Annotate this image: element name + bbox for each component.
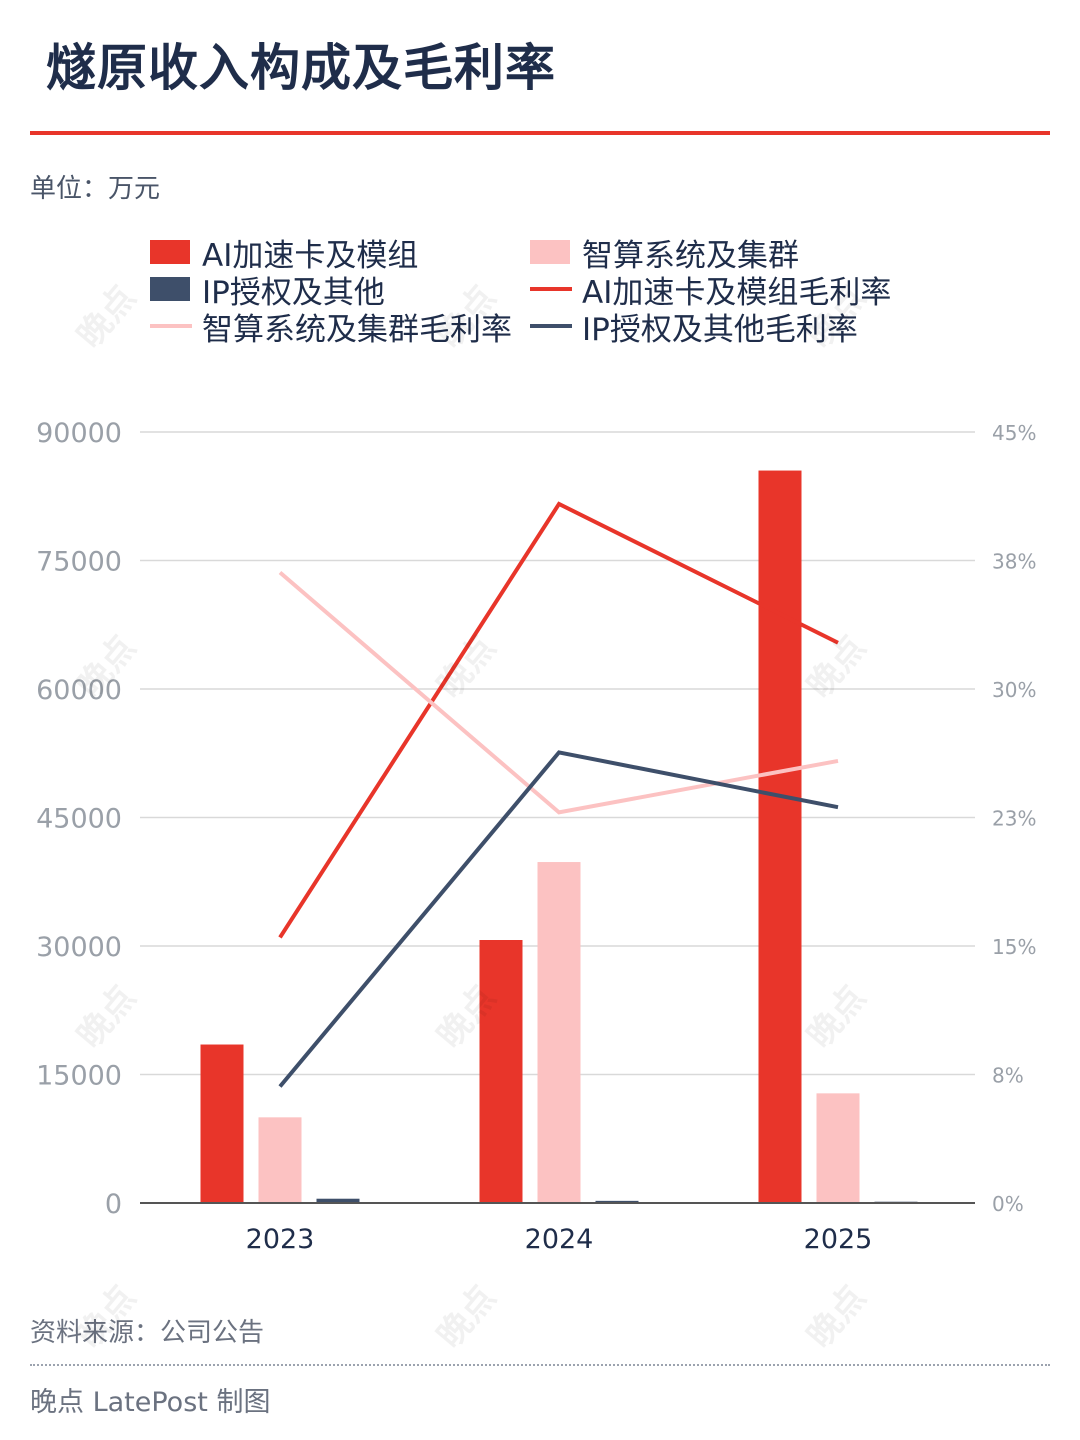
y-tick-label-left: 75000 [36,547,122,578]
legend-swatch [150,324,192,328]
legend-item-cluster-margin: 智算系统及集群毛利率 [150,306,512,348]
unit-label: 单位：万元 [30,174,161,204]
bar [537,862,581,1203]
legend-label: 智算系统及集群 [582,237,799,274]
legend-item-ip: IP授权及其他 [150,269,385,311]
legend-label: 智算系统及集群毛利率 [202,311,512,348]
legend-label: AI加速卡及模组 [202,237,419,274]
bar [200,1044,244,1203]
title-divider [30,131,1050,135]
credit-note: 晚点 LatePost 制图 [30,1387,271,1418]
x-tick-label: 2023 [246,1224,315,1255]
y-tick-label-left: 45000 [36,804,122,835]
y-tick-label-left: 60000 [36,675,122,706]
x-tick-label: 2025 [804,1224,873,1255]
y-tick-label-right: 30% [992,678,1036,702]
legend-label: IP授权及其他毛利率 [582,311,858,348]
y-tick-label-right: 45% [992,421,1036,445]
bar [595,1200,639,1203]
y-tick-label-left: 0 [105,1189,122,1220]
bar [258,1117,302,1203]
y-tick-label-left: 30000 [36,932,122,963]
y-tick-label-right: 23% [992,807,1036,831]
y-tick-label-left: 90000 [36,418,122,449]
series-line [278,570,839,815]
legend-label: IP授权及其他 [202,274,385,311]
y-tick-label-right: 15% [992,935,1036,959]
legend-swatch [530,240,570,264]
legend-swatch [150,240,190,264]
x-tick-label: 2024 [525,1224,594,1255]
y-tick-label-right: 0% [992,1192,1024,1216]
legend-item-cluster: 智算系统及集群 [530,232,799,274]
bar [758,470,802,1203]
legend-item-ai-card: AI加速卡及模组 [150,232,419,274]
legend-swatch [150,277,190,301]
legend-item-ai-card-margin: AI加速卡及模组毛利率 [530,269,892,311]
series-line [278,750,839,1088]
bar [816,1093,860,1203]
revenue-margin-chart: 0 0% 15000 8% 30000 15% 45000 23% 60000 30% 75000 3… [36,418,1036,1255]
legend-swatch [530,324,572,328]
footer-divider [30,1364,1050,1366]
y-tick-label-left: 15000 [36,1061,122,1092]
legend-swatch [530,287,572,291]
series-line [278,501,839,939]
bar [479,940,523,1203]
legend-label: AI加速卡及模组毛利率 [582,274,892,311]
y-tick-label-right: 8% [992,1064,1024,1088]
source-note: 资料来源：公司公告 [30,1318,265,1348]
legend-item-ip-margin: IP授权及其他毛利率 [530,306,858,348]
bar [316,1198,360,1203]
y-tick-label-right: 38% [992,550,1036,574]
page-title: 燧原收入构成及毛利率 [46,39,556,97]
